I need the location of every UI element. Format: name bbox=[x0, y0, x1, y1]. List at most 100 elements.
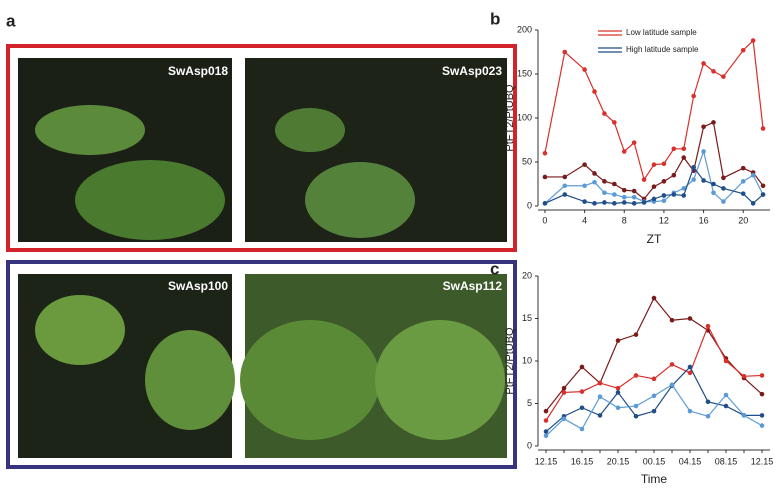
point bbox=[543, 418, 549, 423]
x-tick-label: 12 bbox=[659, 215, 669, 225]
point bbox=[760, 192, 766, 197]
legend-label: Low latitude sample bbox=[626, 28, 697, 37]
point bbox=[602, 190, 607, 196]
point bbox=[759, 413, 765, 418]
y-tick-label: 15 bbox=[522, 313, 532, 323]
point bbox=[681, 193, 687, 198]
point bbox=[681, 155, 687, 160]
photo-label: SwAsp018 bbox=[168, 64, 228, 78]
point bbox=[543, 433, 549, 439]
point bbox=[705, 413, 711, 419]
point bbox=[543, 408, 549, 414]
photo-label: SwAsp023 bbox=[442, 64, 502, 78]
point bbox=[633, 332, 639, 337]
point bbox=[723, 403, 729, 409]
panel-letter: b bbox=[490, 9, 500, 28]
x-tick-label: 12.15 bbox=[751, 456, 774, 466]
point bbox=[597, 380, 603, 386]
point bbox=[633, 373, 639, 378]
point bbox=[579, 364, 585, 370]
x-tick-label: 20 bbox=[738, 215, 748, 225]
x-tick-label: 8 bbox=[622, 215, 627, 225]
point bbox=[721, 199, 726, 204]
point bbox=[562, 174, 568, 180]
point bbox=[671, 192, 677, 197]
point bbox=[579, 405, 585, 411]
point bbox=[740, 191, 746, 196]
point bbox=[597, 413, 603, 418]
point bbox=[633, 403, 639, 409]
point bbox=[562, 49, 568, 55]
x-tick-label: 04.15 bbox=[679, 456, 702, 466]
point bbox=[721, 175, 726, 181]
point bbox=[651, 408, 657, 414]
y-tick-label: 150 bbox=[517, 68, 532, 78]
photo-label: SwAsp112 bbox=[443, 279, 503, 293]
point bbox=[602, 111, 607, 116]
point bbox=[661, 193, 667, 198]
point bbox=[740, 165, 746, 171]
point bbox=[621, 200, 627, 205]
point bbox=[681, 146, 687, 152]
panel-letter: a bbox=[6, 11, 16, 30]
y-tick-label: 0 bbox=[527, 200, 532, 210]
point bbox=[701, 149, 706, 154]
point bbox=[711, 181, 716, 187]
point bbox=[561, 385, 567, 391]
leaf bbox=[35, 295, 125, 365]
y-tick-label: 0 bbox=[527, 440, 532, 450]
point bbox=[723, 392, 729, 398]
point bbox=[651, 184, 657, 189]
point bbox=[592, 179, 597, 185]
point bbox=[681, 186, 687, 191]
leaf bbox=[305, 162, 415, 238]
photo-label: SwAsp100 bbox=[168, 279, 228, 293]
point bbox=[651, 162, 657, 167]
leaf bbox=[145, 330, 235, 430]
point bbox=[651, 295, 657, 301]
y-axis-title: PtFT2/PtUBQ bbox=[504, 327, 516, 395]
leaf bbox=[35, 105, 145, 155]
y-tick-label: 50 bbox=[522, 156, 532, 166]
point bbox=[579, 426, 585, 432]
point bbox=[711, 120, 716, 125]
y-tick-label: 5 bbox=[527, 398, 532, 408]
series-line bbox=[544, 39, 764, 182]
point bbox=[641, 200, 647, 205]
x-tick-label: 16.15 bbox=[571, 456, 594, 466]
point bbox=[631, 201, 637, 206]
point bbox=[705, 323, 711, 329]
point bbox=[592, 171, 597, 176]
point bbox=[631, 194, 637, 200]
point bbox=[671, 146, 677, 152]
point bbox=[542, 201, 548, 206]
x-tick-label: 0 bbox=[542, 215, 547, 225]
point bbox=[542, 174, 548, 180]
point bbox=[691, 164, 696, 170]
point bbox=[543, 429, 549, 434]
point bbox=[687, 408, 693, 414]
x-axis-title: Time bbox=[641, 472, 668, 486]
x-tick-label: 00.15 bbox=[643, 456, 666, 466]
point bbox=[562, 183, 568, 189]
point bbox=[760, 183, 766, 189]
point bbox=[701, 178, 706, 183]
y-tick-label: 10 bbox=[522, 355, 532, 365]
leaf bbox=[75, 160, 225, 240]
point bbox=[651, 196, 657, 202]
point bbox=[597, 394, 603, 400]
point bbox=[582, 162, 587, 167]
y-tick-label: 100 bbox=[517, 112, 532, 122]
point bbox=[602, 179, 607, 184]
x-tick-label: 12.15 bbox=[535, 456, 558, 466]
panel-letter: c bbox=[490, 259, 499, 278]
point bbox=[579, 389, 585, 394]
point bbox=[582, 67, 587, 72]
point bbox=[760, 126, 766, 131]
point bbox=[750, 172, 756, 178]
point bbox=[687, 364, 693, 370]
point bbox=[631, 188, 637, 194]
point bbox=[691, 93, 696, 99]
legend-label: High latitude sample bbox=[626, 45, 699, 54]
series-line bbox=[545, 324, 763, 421]
